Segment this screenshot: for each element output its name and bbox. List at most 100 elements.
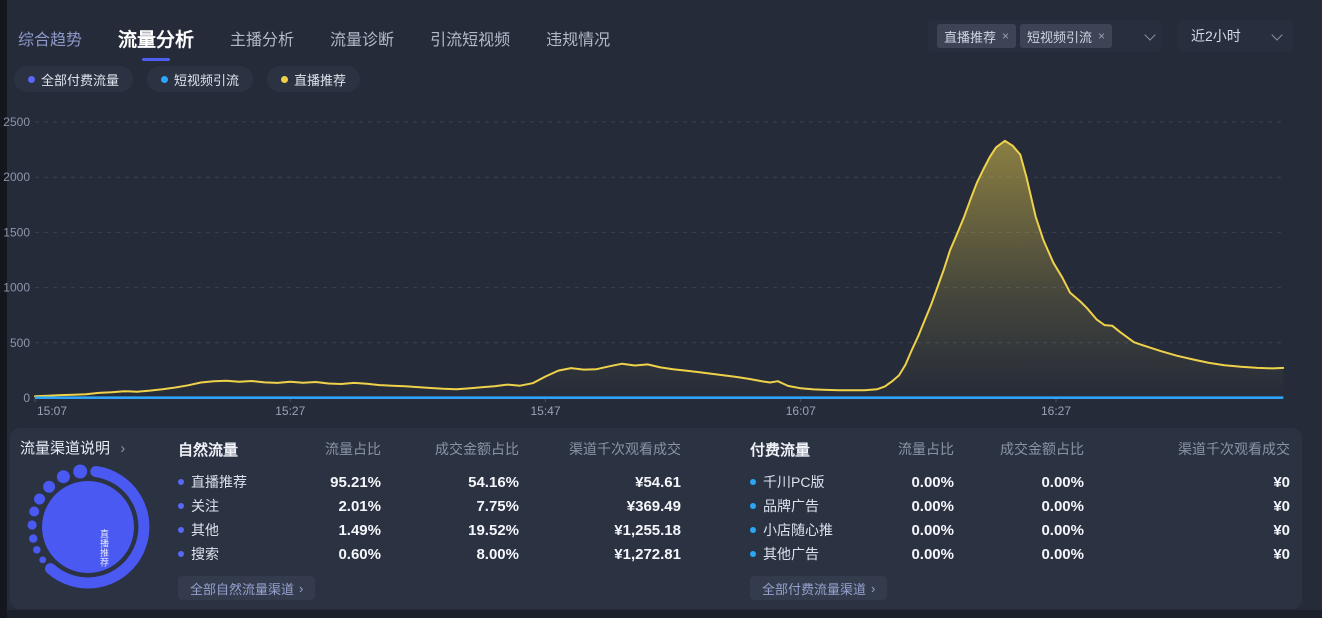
channel-dot-icon: [750, 551, 756, 557]
natural-row-value: ¥369.49: [626, 497, 681, 515]
channel-intro-link[interactable]: 流量渠道说明 ›: [20, 437, 125, 458]
tab-traffic-diagnosis[interactable]: 流量诊断: [330, 32, 395, 49]
paid-row-value: 0.00%: [1041, 545, 1084, 563]
paid-row: 小店随心推 0.00% 0.00% ¥0: [750, 518, 1290, 542]
chevron-right-icon: ›: [871, 580, 876, 596]
natural-traffic-table: 自然流量 流量占比 成交金额占比 渠道千次观看成交 直播推荐 95.21% 54.16% ¥5…: [178, 436, 681, 600]
paid-row-name: 千川PC版: [750, 472, 880, 492]
paid-row-value: 0.00%: [1041, 497, 1084, 515]
donut-minor-dot: [34, 493, 45, 505]
filter-tag-2[interactable]: 短视频引流 ×: [1020, 24, 1113, 48]
legend-chip-3[interactable]: 直播推荐: [267, 66, 361, 92]
donut-minor-dot: [56, 470, 70, 484]
natural-row-name: 搜索: [178, 544, 302, 564]
series-live-recommend-line: [34, 139, 1285, 398]
paid-row-name: 其他广告: [750, 544, 880, 564]
remove-tag-icon[interactable]: ×: [1098, 29, 1106, 43]
paid-row-value: 0.00%: [911, 545, 954, 563]
chevron-right-icon: ›: [299, 580, 304, 596]
paid-column-header-2: 成交金额占比: [1000, 441, 1084, 457]
natural-all-channels-button[interactable]: 全部自然流量渠道 ›: [178, 576, 316, 600]
y-axis-label: 1500: [3, 225, 30, 239]
donut-main-slice: [42, 481, 134, 573]
natural-row-value: 54.16%: [468, 473, 519, 491]
traffic-trend-chart: 0 500 1000 1500 2000 2500 15:07 15:27 15:47 16:07…: [3, 115, 1285, 418]
time-range-value: 近2小时: [1191, 28, 1241, 44]
channel-dot-icon: [178, 551, 184, 557]
channel-donut-chart: 直播推荐: [27, 464, 150, 589]
legend-chip-1[interactable]: 全部付费流量: [14, 66, 134, 92]
natural-header-row: 自然流量 流量占比 成交金额占比 渠道千次观看成交: [178, 436, 681, 462]
paid-column-header-3: 渠道千次观看成交: [1178, 441, 1290, 457]
natural-row-name: 关注: [178, 496, 302, 516]
x-axis-label: 16:27: [1041, 404, 1071, 418]
series-live-recommend-area: [35, 140, 1284, 399]
x-axis-label: 15:47: [530, 404, 560, 418]
natural-row-value: 0.60%: [338, 545, 381, 563]
paid-row: 其他广告 0.00% 0.00% ¥0: [750, 542, 1290, 566]
paid-row-value: 0.00%: [1041, 521, 1084, 539]
donut-inner-label: 直播推荐: [100, 528, 109, 568]
remove-tag-icon[interactable]: ×: [1002, 29, 1010, 43]
natural-title: 自然流量: [178, 441, 239, 459]
legend-dot-icon: [28, 75, 35, 83]
donut-minor-dot: [43, 480, 56, 493]
natural-row-name: 直播推荐: [178, 472, 302, 492]
window-edge-left: [0, 0, 7, 618]
natural-row-value: 1.49%: [338, 521, 381, 539]
paid-title: 付费流量: [750, 441, 811, 459]
tab-traffic-analysis[interactable]: 流量分析: [118, 25, 194, 61]
channel-dot-icon: [178, 527, 184, 533]
natural-row-value: ¥1,272.81: [614, 545, 681, 563]
tab-violations[interactable]: 违规情况: [546, 32, 611, 49]
legend-chip-label: 短视频引流: [174, 72, 240, 88]
donut-minor-dot: [29, 506, 40, 517]
channel-multiselect[interactable]: 直播推荐 × 短视频引流 ×: [928, 20, 1162, 52]
legend-dot-icon: [281, 75, 289, 83]
chevron-down-icon: [1144, 28, 1156, 41]
natural-row-value: 7.75%: [476, 497, 519, 515]
paid-row: 品牌广告 0.00% 0.00% ¥0: [750, 494, 1290, 518]
natural-row-value: ¥54.61: [635, 473, 681, 491]
natural-row-value: 19.52%: [468, 521, 519, 539]
y-axis-label: 500: [10, 336, 30, 350]
donut-ring-arc: [45, 466, 150, 589]
channel-dot-icon: [178, 479, 184, 485]
time-range-select[interactable]: 近2小时: [1177, 20, 1293, 52]
natural-row: 搜索 0.60% 8.00% ¥1,272.81: [178, 542, 681, 566]
channel-intro-label: 流量渠道说明: [20, 440, 111, 457]
natural-row-value: 2.01%: [338, 497, 381, 515]
natural-all-channels-label: 全部自然流量渠道: [190, 581, 295, 597]
channel-breakdown-card: 流量渠道说明 › 直播推荐 自然流量 流量占比 成交金额占比 渠道千次观看成交 直播推荐…: [10, 428, 1302, 609]
paid-all-channels-button[interactable]: 全部付费流量渠道 ›: [750, 576, 888, 600]
natural-row: 关注 2.01% 7.75% ¥369.49: [178, 494, 681, 518]
legend-chip-label: 直播推荐: [294, 72, 347, 88]
donut-minor-dot: [39, 556, 47, 564]
y-axis-label: 0: [23, 391, 30, 405]
tab-overall-trend[interactable]: 综合趋势: [18, 32, 83, 49]
donut-minor-dot: [27, 520, 37, 530]
paid-header-row: 付费流量 流量占比 成交金额占比 渠道千次观看成交: [750, 436, 1290, 462]
filter-tag-1[interactable]: 直播推荐 ×: [937, 24, 1017, 48]
filter-controls: 直播推荐 × 短视频引流 × 近2小时: [928, 20, 1293, 52]
donut-minor-dot: [29, 534, 38, 543]
donut-minor-dot: [33, 546, 41, 554]
y-axis-label: 1000: [3, 281, 30, 295]
natural-row-name: 其他: [178, 520, 302, 540]
legend-chip-label: 全部付费流量: [41, 72, 120, 88]
y-axis-label: 2500: [3, 115, 30, 129]
window-edge-bottom: [7, 610, 1322, 618]
donut-minor-dot: [73, 464, 88, 479]
legend-chip-2[interactable]: 短视频引流: [147, 66, 254, 92]
tab-host-analysis[interactable]: 主播分析: [230, 32, 295, 49]
legend-dot-icon: [161, 75, 169, 83]
x-axis-label: 16:07: [786, 404, 816, 418]
paid-row-name: 小店随心推: [750, 520, 880, 540]
tab-referral-videos[interactable]: 引流短视频: [430, 32, 511, 49]
x-axis-label: 15:27: [275, 404, 305, 418]
paid-row-value: ¥0: [1273, 473, 1290, 491]
paid-column-header-1: 流量占比: [898, 441, 954, 457]
paid-row-value: 0.00%: [911, 497, 954, 515]
channel-dot-icon: [750, 479, 756, 485]
natural-column-header-2: 成交金额占比: [435, 441, 519, 457]
